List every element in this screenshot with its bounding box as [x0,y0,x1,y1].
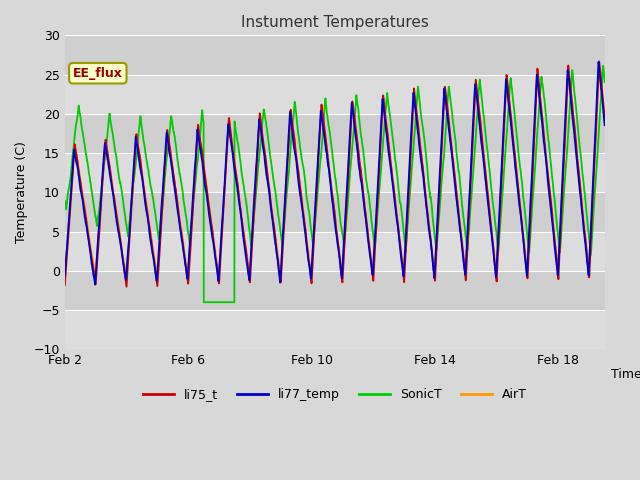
Bar [65,271,605,310]
Legend: li75_t, li77_temp, SonicT, AirT: li75_t, li77_temp, SonicT, AirT [138,383,532,406]
Text: EE_flux: EE_flux [73,67,123,80]
Bar [65,114,605,153]
Title: Instument Temperatures: Instument Temperatures [241,15,429,30]
Bar [65,310,605,349]
Bar [65,231,605,271]
X-axis label: Time: Time [611,368,640,381]
Y-axis label: Temperature (C): Temperature (C) [15,142,28,243]
Bar [65,36,605,74]
Bar [65,153,605,192]
Bar [65,192,605,231]
Bar [65,74,605,114]
